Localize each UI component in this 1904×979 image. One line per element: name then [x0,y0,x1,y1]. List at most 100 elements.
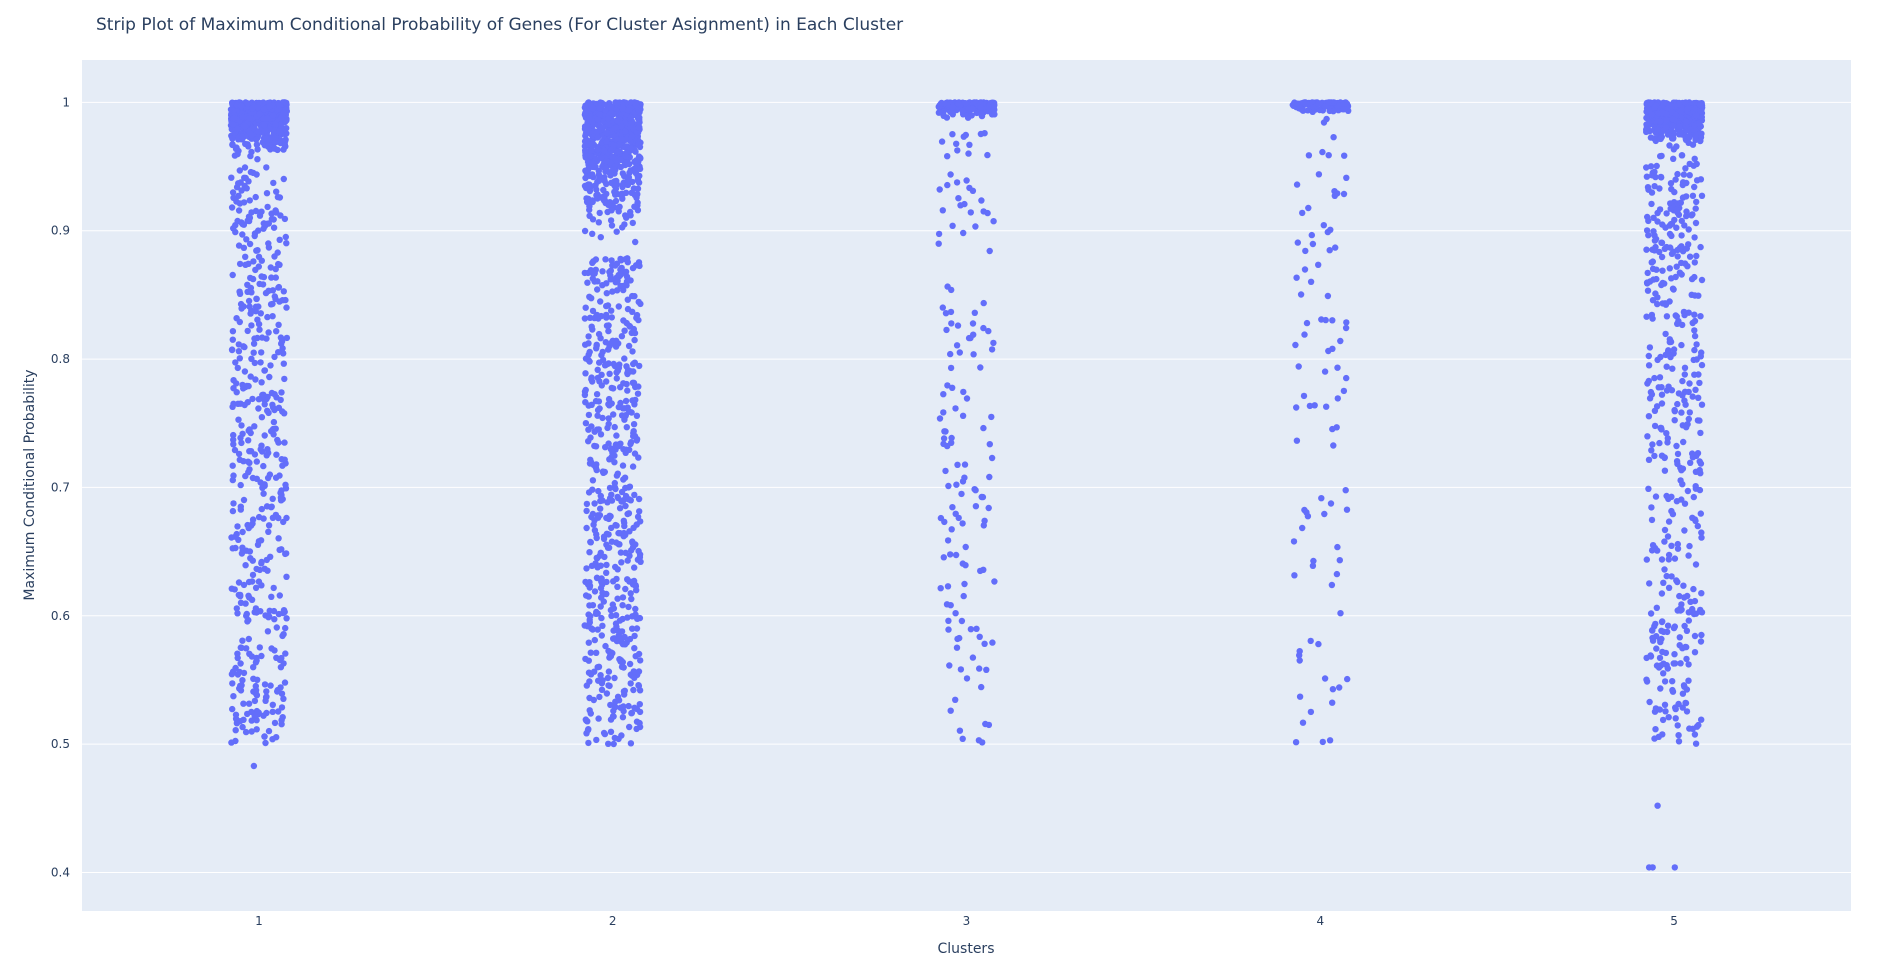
data-point [628,710,635,717]
data-point [234,150,241,158]
data-point [613,432,620,439]
data-point [621,687,628,694]
data-point [274,193,282,201]
data-point [1296,693,1304,700]
data-point [246,426,253,433]
data-point [1664,622,1672,629]
data-point [630,668,637,676]
data-point [1336,102,1343,109]
data-point [1644,269,1651,277]
data-point [602,339,609,346]
data-point [1673,263,1680,270]
data-point [597,505,604,512]
data-point [272,425,279,432]
data-point [262,612,269,619]
data-point [1672,704,1679,711]
data-point [597,431,605,438]
y-tick-labels: 0.4 0.5 0.6 0.7 0.8 0.9 1 [51,95,70,879]
data-point [1681,364,1689,371]
data-point [1343,374,1350,382]
data-point [986,441,993,448]
data-point [1340,190,1348,198]
data-point [1673,577,1680,584]
data-point [584,158,592,166]
data-point [281,142,289,150]
data-point [251,335,258,342]
data-point [228,174,235,181]
data-point [255,538,263,545]
data-point [236,355,243,362]
data-point [1678,152,1686,159]
data-point [1692,133,1700,140]
data-point [629,613,636,620]
data-point [636,701,643,708]
data-point [256,110,263,118]
data-point [279,345,286,352]
data-point [256,644,263,651]
data-point [1648,504,1655,511]
data-point [619,462,627,469]
data-point [958,490,965,498]
data-point [1670,624,1678,632]
data-point [1294,239,1302,246]
data-point [1683,627,1691,634]
data-point [608,222,616,229]
data-point [254,146,261,153]
data-point [230,385,237,392]
data-point [264,628,272,635]
data-point [1673,498,1681,505]
data-point [247,373,254,380]
data-point [268,389,276,397]
data-point [253,726,260,733]
data-point [627,277,634,284]
data-point [1686,253,1694,260]
data-point [622,268,630,275]
data-point [1679,179,1687,186]
data-point [280,175,287,183]
data-point [959,735,966,742]
data-point [229,462,236,469]
data-point [1295,363,1302,370]
data-point [228,585,235,592]
data-point [589,104,597,112]
data-point [271,253,278,260]
data-point [631,293,638,300]
data-point [618,333,626,340]
data-point [261,681,269,688]
data-point [602,107,609,114]
data-point [1691,234,1698,241]
data-point [272,134,279,142]
data-point [269,514,277,521]
data-point [634,129,642,136]
data-point [1693,198,1700,206]
data-point [585,402,592,409]
data-point [1309,240,1317,248]
y-tick-label: 0.4 [51,865,70,879]
data-point [625,342,633,350]
data-point [1698,631,1705,639]
data-point [282,485,290,492]
data-point [231,446,239,454]
data-point [1330,442,1337,449]
data-point [266,373,273,381]
data-point [599,268,606,275]
data-point [249,474,257,482]
data-point [585,340,592,347]
data-point [636,362,643,370]
data-point [264,313,271,321]
data-point [278,114,285,121]
data-point [596,105,604,112]
data-point [939,304,946,311]
data-point [966,141,973,148]
data-point [260,515,267,522]
data-point [1336,684,1343,691]
data-point [240,458,247,465]
data-point [1659,109,1666,116]
data-point [617,549,625,556]
data-point [1678,259,1685,267]
data-point [952,696,959,703]
data-point [612,612,620,619]
data-point [1681,527,1688,534]
data-point [1649,864,1656,871]
data-point [229,121,237,128]
